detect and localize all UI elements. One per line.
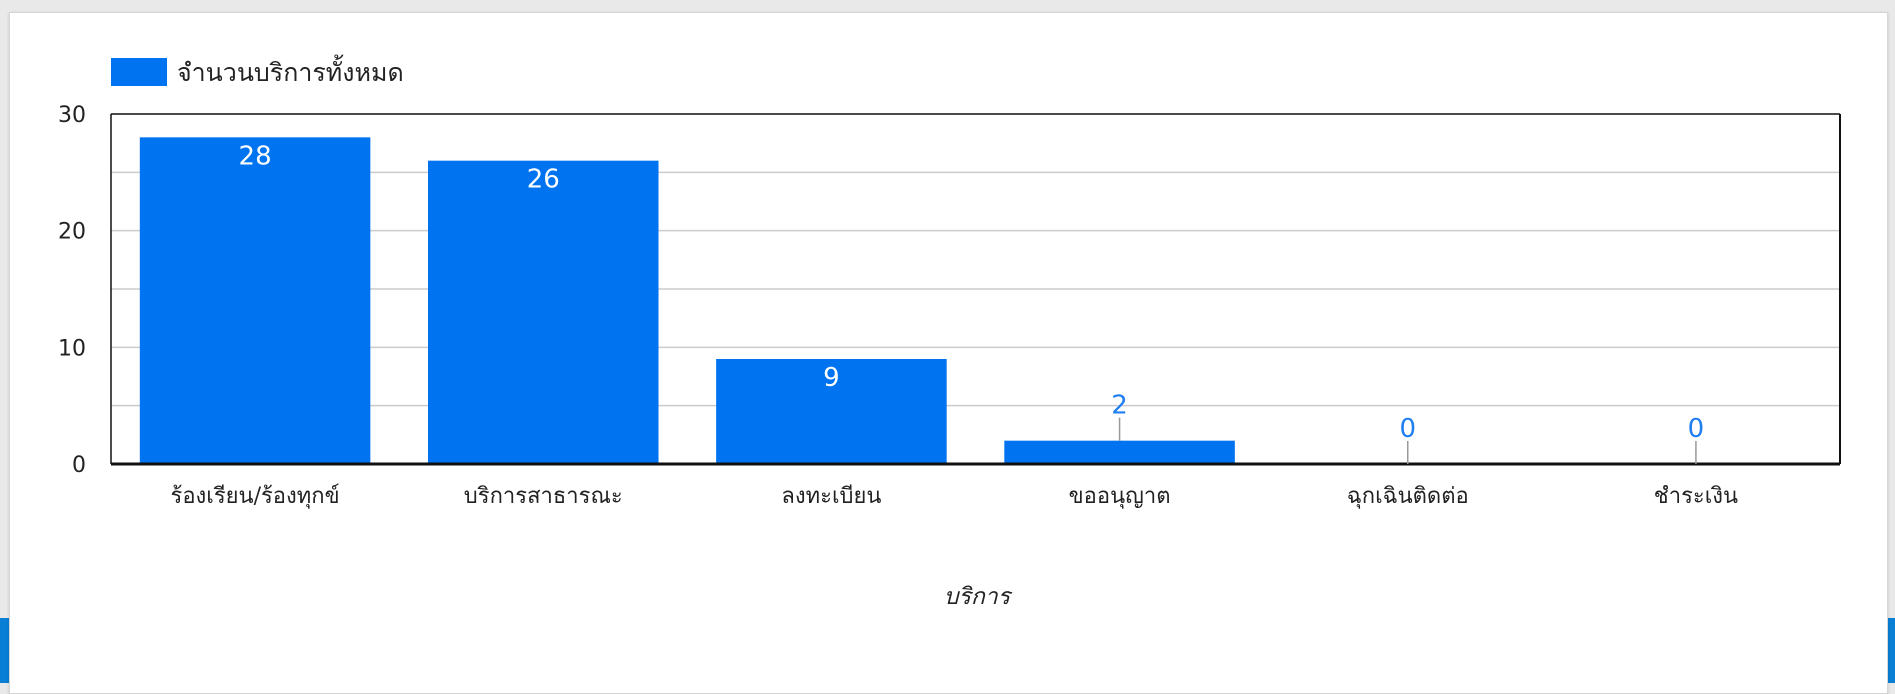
chart-card: 0 10 20 30 28 ร้องเรียน/ร้องทุกข์ 26 บริการสาธา… — [9, 12, 1888, 694]
bar — [139, 137, 371, 464]
labels: 010203028ร้องเรียน/ร้องทุกข์26บริการสาธา… — [58, 103, 1738, 509]
data-label: 26 — [527, 165, 560, 195]
x-tick-label: ชำระเงิน — [1654, 484, 1738, 509]
axes — [110, 113, 1841, 466]
x-tick-label: ฉุกเฉินติดต่อ — [1347, 484, 1469, 509]
y-tick-label: 0 — [72, 453, 86, 478]
x-tick-label: ขออนุญาต — [1069, 484, 1171, 509]
bar — [427, 160, 659, 464]
data-label: 2 — [1111, 391, 1128, 421]
bar-chart: 010203028ร้องเรียน/ร้องทุกข์26บริการสาธา… — [58, 54, 1841, 610]
grid-lines — [111, 171, 1840, 407]
bar — [716, 359, 947, 464]
data-label: 28 — [239, 141, 272, 171]
bars — [139, 137, 1235, 464]
y-tick-label: 10 — [58, 336, 86, 361]
legend-swatch — [111, 58, 167, 86]
legend-label: จำนวนบริการทั้งหมด — [177, 54, 404, 87]
x-axis-title: บริการ — [944, 584, 1013, 610]
data-label: 0 — [1399, 414, 1416, 444]
data-label: 0 — [1688, 414, 1705, 444]
y-tick-label: 20 — [58, 220, 86, 245]
data-label: 9 — [823, 363, 840, 393]
x-tick-label: บริการสาธารณะ — [464, 484, 623, 509]
bar — [1004, 440, 1235, 464]
x-tick-label: ร้องเรียน/ร้องทุกข์ — [171, 484, 340, 509]
x-tick-label: ลงทะเบียน — [781, 484, 881, 509]
legend: จำนวนบริการทั้งหมด — [111, 54, 404, 87]
y-tick-label: 30 — [58, 103, 86, 128]
